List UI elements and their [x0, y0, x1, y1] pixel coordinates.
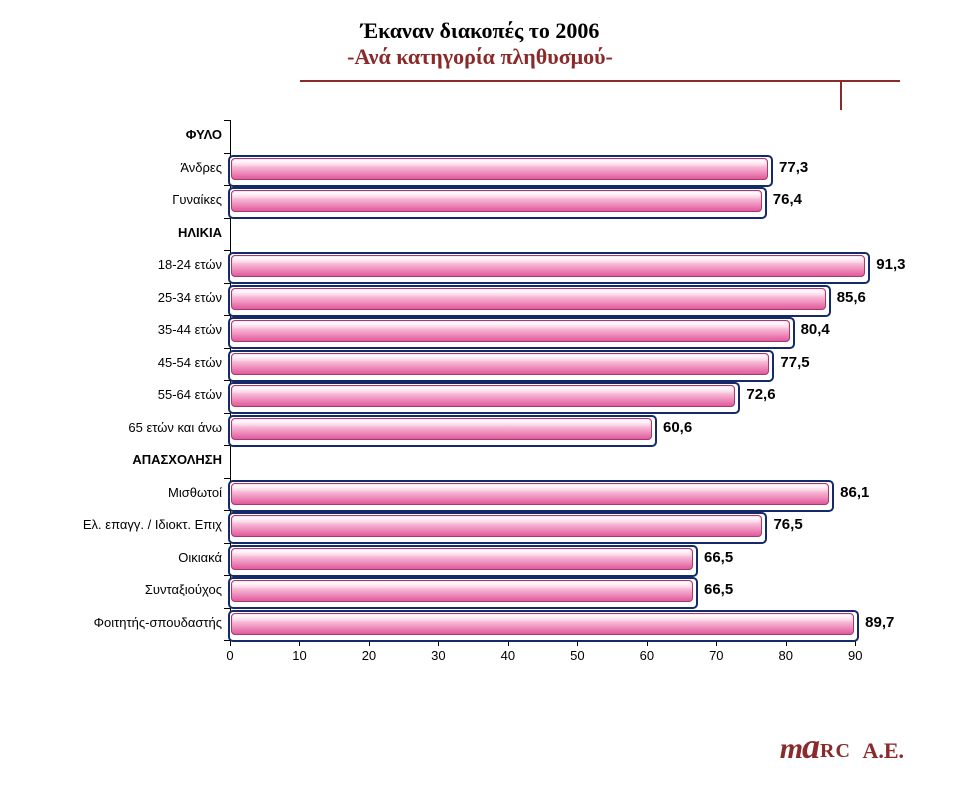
category-label: Ελ. επαγγ. / Ιδιοκτ. Επιχ — [83, 517, 222, 532]
category-label: Οικιακά — [178, 550, 222, 565]
bar-value-label: 77,5 — [780, 354, 809, 371]
category-label: Συνταξιούχος — [145, 582, 222, 597]
category-header-label: ΑΠΑΣΧΟΛΗΣΗ — [132, 452, 222, 467]
bar-value-label: 77,3 — [779, 159, 808, 176]
bar-value-label: 85,6 — [837, 289, 866, 306]
category-label: 18-24 ετών — [158, 257, 222, 272]
chart-area: ΦΥΛΟ Άνδρες Γυναίκες ΗΛΙΚΙΑ 18-24 ετών 25-34 … — [40, 120, 920, 680]
bar — [231, 158, 768, 180]
bar — [231, 418, 652, 440]
category-label: 45-54 ετών — [158, 355, 222, 370]
x-tick-label: 70 — [709, 648, 723, 663]
bar-value-label: 89,7 — [865, 614, 894, 631]
bar — [231, 580, 693, 602]
x-tick-label: 30 — [431, 648, 445, 663]
bar-value-label: 80,4 — [801, 321, 830, 338]
x-tick-label: 0 — [226, 648, 233, 663]
category-label: Φοιτητής-σπουδαστής — [94, 615, 222, 630]
title-line-2: -Ανά κατηγορία πληθυσμού- — [0, 44, 960, 70]
bar — [231, 255, 865, 277]
bar — [231, 613, 854, 635]
bar-value-label: 86,1 — [840, 484, 869, 501]
category-labels: ΦΥΛΟ Άνδρες Γυναίκες ΗΛΙΚΙΑ 18-24 ετών 25-34 … — [40, 120, 228, 640]
bar — [231, 548, 693, 570]
chart-title: Έκαναν διακοπές το 2006 -Ανά κατηγορία π… — [0, 0, 960, 70]
bar-value-label: 66,5 — [704, 581, 733, 598]
category-label: 65 ετών και άνω — [128, 420, 222, 435]
title-line-1: Έκαναν διακοπές το 2006 — [0, 18, 960, 44]
bar-value-label: 76,4 — [773, 191, 802, 208]
bar — [231, 515, 762, 537]
bar — [231, 385, 735, 407]
bar-value-label: 60,6 — [663, 419, 692, 436]
category-header-label: ΦΥΛΟ — [186, 127, 222, 142]
category-header-label: ΗΛΙΚΙΑ — [178, 225, 222, 240]
x-tick-label: 10 — [292, 648, 306, 663]
x-tick-label: 80 — [779, 648, 793, 663]
x-tick-label: 50 — [570, 648, 584, 663]
x-tick-label: 60 — [640, 648, 654, 663]
category-label: 25-34 ετών — [158, 290, 222, 305]
category-label: 35-44 ετών — [158, 322, 222, 337]
bar — [231, 288, 826, 310]
bar-value-label: 91,3 — [876, 256, 905, 273]
x-tick-label: 90 — [848, 648, 862, 663]
category-label: 55-64 ετών — [158, 387, 222, 402]
x-tick-label: 40 — [501, 648, 515, 663]
page: { "title": { "line1": "Έκαναν διακοπές τ… — [0, 0, 960, 787]
bar — [231, 190, 762, 212]
bar-value-label: 66,5 — [704, 549, 733, 566]
x-tick-label: 20 — [362, 648, 376, 663]
bar-value-label: 76,5 — [773, 516, 802, 533]
category-label: Άνδρες — [180, 160, 222, 175]
category-label: Γυναίκες — [172, 192, 222, 207]
logo-suffix: Α.Ε. — [857, 738, 904, 763]
category-label: Μισθωτοί — [168, 485, 222, 500]
bar — [231, 483, 829, 505]
bar — [231, 353, 769, 375]
bar — [231, 320, 790, 342]
brand-logo: maRC Α.Ε. — [780, 725, 904, 767]
plot-area: 010203040506070809077,376,491,385,680,47… — [230, 120, 890, 640]
bar-value-label: 72,6 — [746, 386, 775, 403]
